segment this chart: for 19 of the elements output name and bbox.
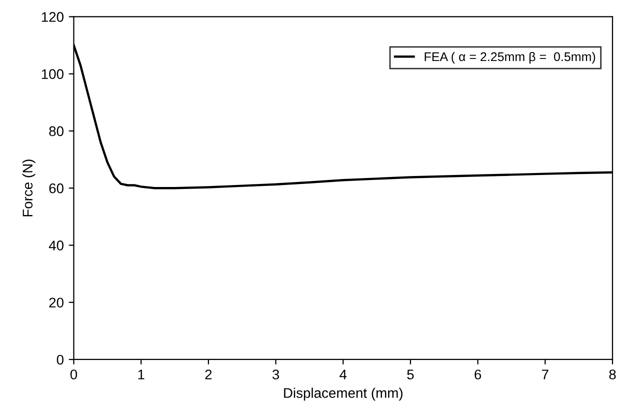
- x-tick-label: 0: [70, 370, 78, 380]
- x-tick-label: 1: [138, 370, 144, 380]
- y-tick-label: 40: [48, 240, 64, 250]
- x-tick-label: 8: [609, 370, 616, 380]
- y-tick-label: 120: [42, 12, 64, 22]
- y-tick-label: 20: [49, 298, 64, 308]
- x-tick-label: 7: [542, 370, 548, 380]
- x-tick-label: 4: [340, 370, 347, 380]
- y-tick-label: 60: [49, 183, 64, 194]
- y-tick-label: 0: [56, 354, 64, 365]
- legend-label: FEA ( α = 2.25mm β = 0.5mm): [424, 52, 596, 64]
- y-tick-label: 80: [49, 126, 64, 136]
- x-axis-title: Displacement (mm): [284, 388, 402, 401]
- x-tick-label: 3: [272, 370, 280, 380]
- x-tick-label: 5: [407, 370, 414, 380]
- x-tick-label: 2: [205, 370, 212, 380]
- y-tick-label: 100: [42, 69, 64, 80]
- y-axis-title: Force (N): [22, 160, 36, 216]
- x-tick-label: 6: [474, 370, 482, 380]
